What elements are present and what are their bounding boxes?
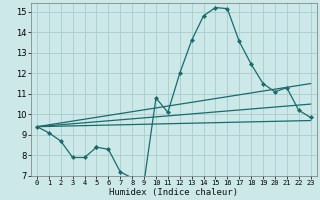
X-axis label: Humidex (Indice chaleur): Humidex (Indice chaleur) — [109, 188, 238, 197]
